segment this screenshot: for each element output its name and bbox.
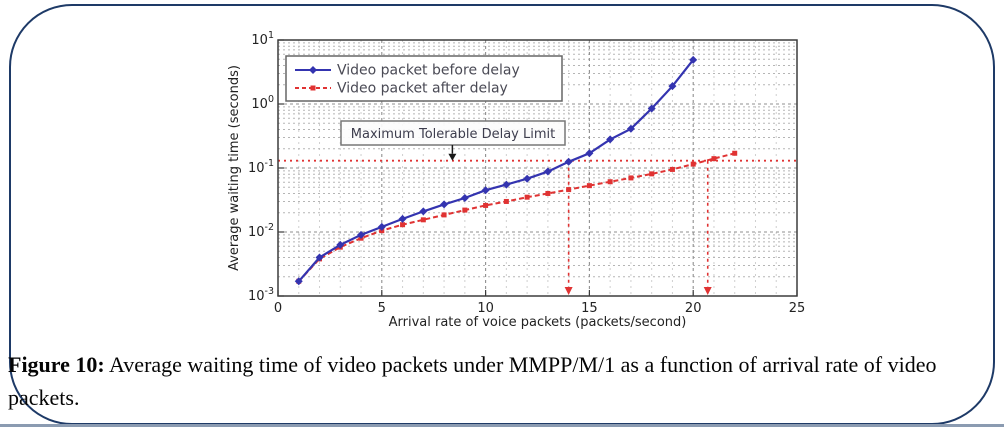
y-axis-label: Average waiting time (seconds) [227,65,242,271]
legend-label-2: Video packet after delay [337,81,508,97]
series-video-packet-before-delay [294,55,698,286]
svg-text:25: 25 [789,301,806,316]
annotation-text: Maximum Tolerable Delay Limit [351,127,555,142]
waiting-time-chart: 0 5 10 15 20 25 Arrival rate of voice packets … [225,10,835,340]
chart-figure: 0 5 10 15 20 25 Arrival rate of voice packets … [225,10,835,340]
crossing-marker-2 [703,160,712,295]
svg-text:10: 10 [477,301,494,316]
legend-label-1: Video packet before delay [337,63,520,79]
legend: Video packet before delay Video packet af… [285,55,563,102]
crossing-marker-1 [564,160,573,295]
figure-caption: Figure 10: Average waiting time of video… [8,348,1000,414]
x-axis-label: Arrival rate of voice packets (packets/s… [389,315,687,330]
svg-text:5: 5 [378,301,386,316]
svg-text:0: 0 [274,301,282,316]
figure-caption-text: Average waiting time of video packets un… [8,352,937,410]
x-axis: 0 5 10 15 20 25 Arrival rate of voice packets … [274,290,805,330]
svg-text:20: 20 [685,301,702,316]
figure-caption-label: Figure 10: [8,352,105,377]
svg-text:15: 15 [581,301,598,316]
annotation-max-delay: Maximum Tolerable Delay Limit [340,120,566,161]
